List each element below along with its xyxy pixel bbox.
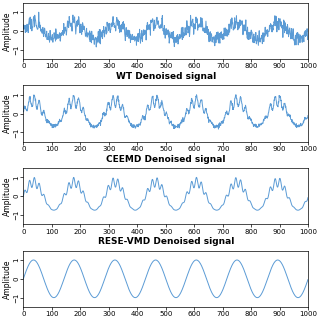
Y-axis label: Amplitude: Amplitude	[3, 176, 12, 216]
X-axis label: RESE-VMD Denoised signal: RESE-VMD Denoised signal	[98, 237, 234, 246]
Y-axis label: Amplitude: Amplitude	[3, 11, 12, 51]
Y-axis label: Amplitude: Amplitude	[3, 94, 12, 133]
X-axis label: CEEMD Denoised signal: CEEMD Denoised signal	[106, 155, 226, 164]
X-axis label: WT Denoised signal: WT Denoised signal	[116, 72, 216, 81]
Y-axis label: Amplitude: Amplitude	[3, 259, 12, 299]
